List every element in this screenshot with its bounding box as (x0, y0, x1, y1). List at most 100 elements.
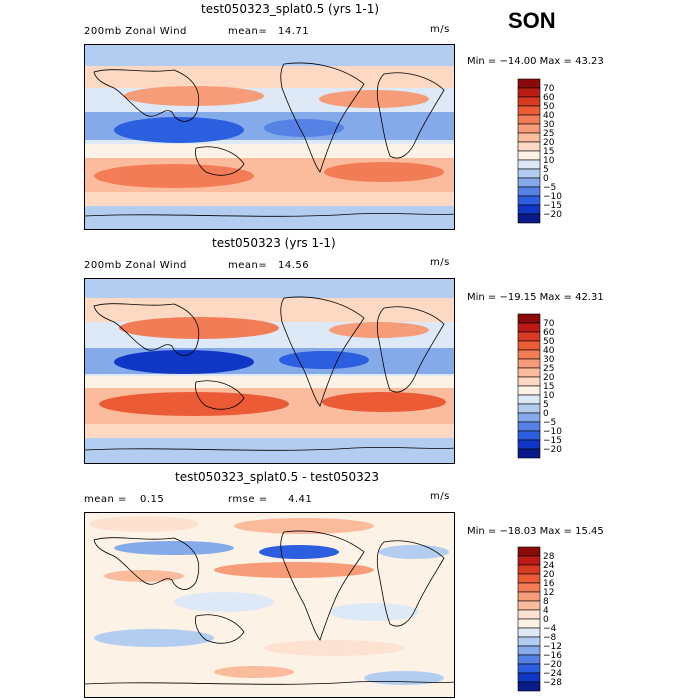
colorbar-swatch (517, 430, 541, 441)
colorbar-tick-label: 25 (543, 364, 554, 374)
coastlines (84, 296, 455, 451)
tropical-easterly-core-atlantic (279, 351, 369, 369)
tropical-easterly-core-indian (114, 350, 254, 374)
polar-band-north (84, 44, 455, 66)
colorbar-swatch (517, 213, 541, 224)
diff-anomaly-negative-east (379, 545, 449, 559)
colorbar-swatch (517, 448, 541, 459)
colorbar-swatch (517, 582, 541, 593)
colorbar-tick-label: 0 (543, 174, 549, 184)
colorbar-swatch (517, 114, 541, 125)
colorbar-tick-label: −16 (543, 651, 562, 661)
colorbar-swatch (517, 331, 541, 342)
southern-jet-core-east (322, 392, 446, 412)
colorbar-swatch (517, 573, 541, 584)
colorbar-tick-label: 20 (543, 138, 555, 148)
panel1-minmax: Min = −14.00 Max = 43.23 (467, 56, 604, 67)
diff-anomaly-positive-west (104, 570, 184, 582)
colorbar-swatch (517, 367, 541, 378)
colorbar-tick-label: 0 (543, 615, 549, 625)
southern-transition-band (84, 424, 455, 438)
panel2-title: test050323 (yrs 1-1) (212, 236, 336, 250)
colorbar-swatch (517, 636, 541, 647)
colorbar-tick-label: −8 (543, 633, 557, 643)
colorbar-swatch (517, 403, 541, 414)
colorbar-swatch (517, 322, 541, 333)
panel3-minmax: Min = −18.03 Max = 15.45 (467, 526, 604, 537)
panel3-rmse-value: 4.41 (288, 494, 313, 505)
panel2-minmax: Min = −19.15 Max = 42.31 (467, 292, 604, 303)
panel3-map (84, 512, 455, 698)
colorbar-tick-label: 30 (543, 355, 555, 365)
colorbar-swatch (517, 123, 541, 134)
panel2-map (84, 278, 455, 464)
colorbar-tick-label: −5 (543, 183, 556, 193)
panel1-title: test050323_splat0.5 (yrs 1-1) (201, 2, 380, 16)
colorbar-tick-label: 8 (543, 597, 549, 607)
colorbar-tick-label: −5 (543, 418, 556, 428)
colorbar-tick-label: 15 (543, 147, 554, 157)
colorbar-swatch (517, 421, 541, 432)
colorbar-tick-label: −10 (543, 427, 562, 437)
colorbar-tick-label: −4 (543, 624, 557, 634)
diff-anomaly-positive-nw (89, 516, 199, 532)
colorbar-swatch (517, 627, 541, 638)
coastlines (84, 530, 455, 685)
colorbar-swatch (517, 618, 541, 629)
colorbar-swatch (517, 376, 541, 387)
colorbar-swatch (517, 150, 541, 161)
colorbar-swatch (517, 439, 541, 450)
diff-anomaly-negative-asia (114, 541, 234, 555)
colorbar-swatch (517, 358, 541, 369)
jet-core-north-asia (119, 317, 279, 339)
coastlines (84, 62, 455, 217)
colorbar-tick-label: 40 (543, 111, 555, 121)
colorbar-swatch (517, 177, 541, 188)
southern-jet-core-west (94, 164, 254, 188)
colorbar-swatch (517, 132, 541, 143)
colorbar-tick-label: 5 (543, 400, 549, 410)
colorbar-swatch (517, 645, 541, 656)
panel1-mean-value: 14.71 (278, 26, 310, 37)
colorbar-swatch (517, 340, 541, 351)
panel1-units: m/s (430, 24, 450, 35)
colorbar-tick-label: 30 (543, 120, 555, 130)
transition-band (84, 376, 455, 388)
tropical-easterly-core-indian (114, 117, 244, 143)
colorbar-swatch (517, 546, 541, 557)
colorbar-tick-label: −20 (543, 210, 562, 220)
colorbar-swatch (517, 204, 541, 215)
colorbar-swatch (517, 96, 541, 107)
colorbar-tick-label: 40 (543, 346, 555, 356)
jet-core-north-asia (124, 86, 264, 106)
colorbar-swatch (517, 78, 541, 89)
diff-anomaly-negative-tropics-east (329, 603, 419, 621)
diff-anomaly-negative-core (259, 545, 339, 559)
colorbar-tick-label: −20 (543, 660, 562, 670)
diff-anomaly-positive-north (234, 518, 374, 534)
colorbar-swatch (517, 105, 541, 116)
panel1-map (84, 44, 455, 230)
subtropical-band-north (84, 298, 455, 322)
colorbar-tick-label: −28 (543, 678, 562, 688)
transition-band (84, 144, 455, 158)
colorbar-tick-label: −20 (543, 445, 562, 455)
colorbar-swatch (517, 168, 541, 179)
colorbar-swatch (517, 600, 541, 611)
panel3-mean-value: 0.15 (140, 494, 165, 505)
colorbar-tick-label: 12 (543, 588, 554, 598)
southern-jet-core-east (324, 162, 444, 182)
panel1-mean-label: mean= (228, 26, 268, 37)
colorbar-tick-label: 24 (543, 561, 555, 571)
panel3-mean-label: mean = (84, 494, 127, 505)
diff-anomaly-negative-far-south (364, 671, 444, 685)
southern-jet-core-west (99, 392, 289, 416)
diff-anomaly-positive-south (264, 640, 404, 656)
colorbar-tick-label: 20 (543, 570, 555, 580)
colorbar-swatch (517, 87, 541, 98)
diff-anomaly-positive-subtropics (214, 562, 374, 578)
panel3-title: test050323_splat0.5 - test050323 (175, 470, 380, 484)
map-frame (84, 512, 455, 698)
